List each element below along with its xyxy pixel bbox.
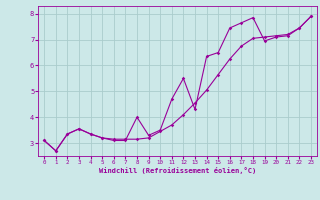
X-axis label: Windchill (Refroidissement éolien,°C): Windchill (Refroidissement éolien,°C) [99,167,256,174]
